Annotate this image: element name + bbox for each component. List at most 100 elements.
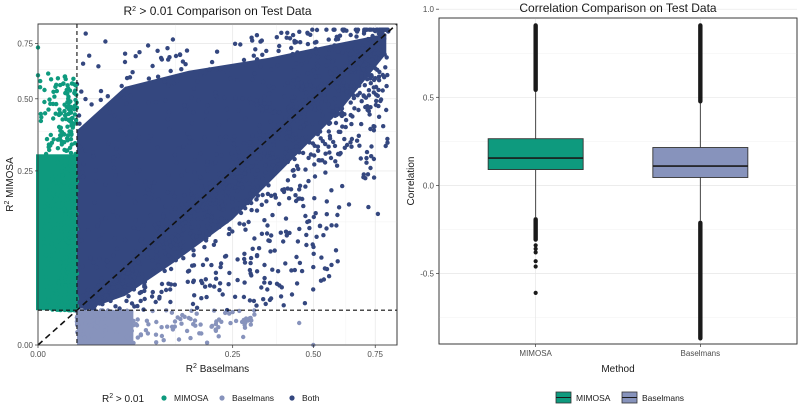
both-point <box>213 184 218 189</box>
both-point <box>217 223 222 229</box>
both-point <box>312 153 317 158</box>
mimosa-point <box>69 197 75 202</box>
both-point <box>284 35 289 40</box>
both-point <box>203 277 208 282</box>
baselmans-point <box>144 318 150 323</box>
scatter-y-axis-label-text: MIMOSA <box>5 157 16 201</box>
both-point <box>329 76 334 81</box>
both-point <box>155 74 161 79</box>
both-point <box>235 146 240 151</box>
both-point <box>224 69 230 74</box>
baselmans-point <box>204 340 210 345</box>
both-point <box>331 139 336 145</box>
mimosa-point <box>51 89 56 95</box>
both-point <box>332 96 337 102</box>
both-point <box>200 262 206 268</box>
both-point <box>248 255 254 261</box>
baselmans-point <box>145 331 151 336</box>
both-point <box>259 231 265 236</box>
both-point <box>168 209 174 214</box>
boxplot-gridlines <box>439 8 797 344</box>
mimosa-point <box>46 298 51 304</box>
both-point <box>99 232 105 237</box>
boxplot-panel: -0.5 0.0 0.5 1.0 MIMOSA Baselmans Correlation … <box>406 1 798 404</box>
both-point <box>97 296 102 301</box>
both-point <box>381 45 386 50</box>
both-point <box>203 238 209 243</box>
baselmans-point <box>113 317 118 322</box>
both-point <box>250 133 255 139</box>
both-point <box>331 109 336 114</box>
both-point <box>297 187 302 192</box>
scatter-legend-title: R2 > 0.01 <box>102 393 144 405</box>
both-point <box>125 271 131 276</box>
both-point <box>167 126 172 131</box>
both-point <box>226 231 232 237</box>
both-point <box>158 227 164 232</box>
both-point <box>221 207 226 212</box>
mimosa-point <box>56 299 61 304</box>
both-point <box>195 216 201 222</box>
mimosa-point <box>51 182 56 187</box>
both-point <box>365 172 371 177</box>
both-point <box>252 236 257 241</box>
mimosa-point <box>45 280 51 285</box>
both-point <box>224 106 229 112</box>
both-point <box>288 103 294 108</box>
both-point <box>316 105 322 111</box>
both-point <box>177 52 183 57</box>
both-point <box>171 80 176 86</box>
both-point <box>348 32 353 38</box>
both-point <box>336 92 342 97</box>
both-point <box>336 129 341 134</box>
both-point <box>209 215 214 220</box>
both-point <box>146 76 152 81</box>
box-iqr <box>487 138 584 170</box>
both-point <box>182 193 187 198</box>
both-point <box>383 65 388 70</box>
baselmans-point <box>108 315 114 320</box>
both-point <box>366 72 371 77</box>
both-point <box>267 101 272 106</box>
both-point <box>207 226 212 231</box>
both-point <box>289 292 295 297</box>
both-point <box>326 274 332 279</box>
both-point <box>150 258 155 263</box>
both-point <box>186 140 192 145</box>
both-point <box>287 36 293 41</box>
both-point <box>99 216 104 222</box>
both-point <box>297 260 303 266</box>
both-point <box>143 179 148 184</box>
both-point <box>241 294 247 300</box>
baselmans-point <box>237 308 242 314</box>
both-point <box>237 221 242 226</box>
both-point <box>103 182 108 187</box>
both-point <box>258 64 263 70</box>
both-point <box>368 81 373 86</box>
baselmans-point <box>82 335 87 340</box>
both-point <box>343 124 348 130</box>
both-point <box>380 88 385 93</box>
both-point <box>351 55 356 60</box>
both-point <box>315 63 321 69</box>
both-point <box>230 229 235 234</box>
outlier-point <box>533 243 538 248</box>
outliers-high <box>698 23 703 104</box>
both-point <box>243 206 248 211</box>
both-point <box>314 27 320 33</box>
both-point <box>335 212 340 218</box>
both-point <box>124 101 129 106</box>
both-point <box>230 195 235 201</box>
boxplot-title: Correlation Comparison on Test Data <box>519 1 717 15</box>
mimosa-point <box>73 117 79 123</box>
both-point <box>83 31 88 36</box>
mimosa-point <box>54 210 59 215</box>
both-point <box>375 211 381 217</box>
both-point <box>340 87 345 92</box>
mimosa-point <box>52 282 57 288</box>
both-point <box>322 160 328 165</box>
mimosa-point <box>38 268 43 274</box>
both-point <box>283 216 289 221</box>
both-point <box>131 138 136 143</box>
